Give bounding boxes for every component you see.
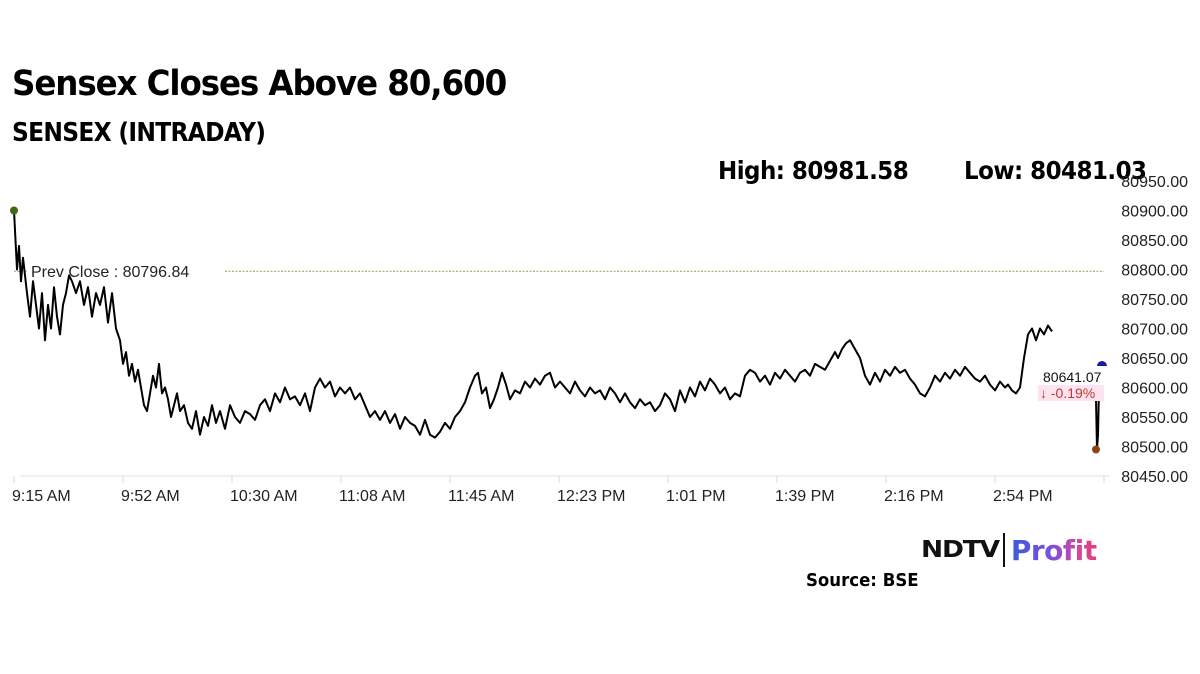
open-marker bbox=[10, 206, 18, 215]
y-tick-label: 80950.00 bbox=[1121, 174, 1188, 191]
y-tick-label: 80550.00 bbox=[1121, 410, 1188, 427]
last-price-value: 80641.07 bbox=[1043, 369, 1102, 385]
y-tick-label: 80650.00 bbox=[1121, 351, 1188, 368]
x-tick-label: 2:54 PM bbox=[993, 488, 1053, 505]
change-badge: ↓ -0.19% bbox=[1040, 385, 1095, 401]
low-marker bbox=[1092, 445, 1100, 454]
y-tick-label: 80700.00 bbox=[1121, 322, 1188, 339]
x-tick-label: 12:23 PM bbox=[557, 488, 625, 505]
y-tick-label: 80500.00 bbox=[1121, 440, 1188, 457]
x-tick-label: 11:08 AM bbox=[339, 488, 405, 505]
x-tick-label: 11:45 AM bbox=[448, 488, 514, 505]
x-tick-label: 1:39 PM bbox=[775, 488, 835, 505]
x-tick-label: 9:52 AM bbox=[121, 488, 180, 505]
y-tick-label: 80450.00 bbox=[1121, 469, 1188, 486]
chart-title: Sensex Closes Above 80,600 bbox=[12, 64, 507, 104]
x-tick-label: 9:15 AM bbox=[12, 488, 71, 505]
x-tick-label: 2:16 PM bbox=[884, 488, 944, 505]
source-label: Source: BSE bbox=[806, 570, 919, 591]
logo-ndtv: NDTV bbox=[921, 537, 1000, 563]
y-tick-label: 80750.00 bbox=[1121, 292, 1188, 309]
chart-subtitle: SENSEX (INTRADAY) bbox=[12, 118, 266, 148]
y-tick-label: 80850.00 bbox=[1121, 233, 1188, 250]
logo-profit: Profit bbox=[1010, 533, 1097, 567]
prev-close-label: Prev Close : 80796.84 bbox=[31, 264, 189, 281]
last-price-marker bbox=[1097, 361, 1107, 366]
ndtv-profit-logo: NDTV Profit bbox=[921, 532, 1097, 568]
logo-divider bbox=[1002, 533, 1005, 567]
y-tick-label: 80600.00 bbox=[1121, 381, 1188, 398]
low-stat: Low: 80481.03 bbox=[964, 156, 1147, 185]
x-tick-label: 10:30 AM bbox=[230, 488, 298, 505]
y-tick-label: 80800.00 bbox=[1121, 263, 1188, 280]
price-line bbox=[13, 210, 1053, 439]
high-stat: High: 80981.58 bbox=[718, 156, 909, 185]
y-tick-label: 80900.00 bbox=[1121, 204, 1188, 221]
x-axis: 9:15 AM 9:52 AM 10:30 AM 11:08 AM 11:45 AM 12… bbox=[12, 475, 1110, 505]
y-axis: 80950.00 80900.00 80850.00 80800.00 80750.00… bbox=[1121, 174, 1188, 486]
x-tick-label: 1:01 PM bbox=[666, 488, 726, 505]
change-badge-bg bbox=[1038, 385, 1104, 401]
